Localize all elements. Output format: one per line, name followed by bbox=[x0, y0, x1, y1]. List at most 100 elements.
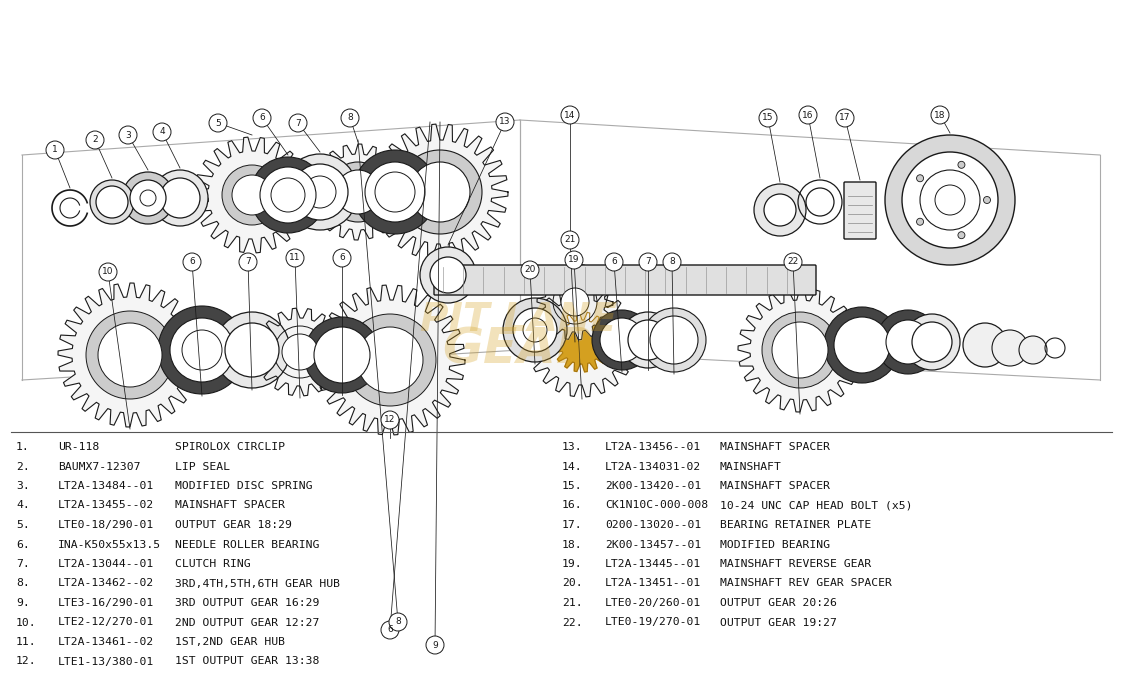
Text: MODIFIED DISC SPRING: MODIFIED DISC SPRING bbox=[175, 481, 312, 491]
Text: 18.: 18. bbox=[562, 540, 583, 549]
Polygon shape bbox=[553, 312, 612, 372]
Text: 20: 20 bbox=[524, 266, 536, 275]
Circle shape bbox=[130, 180, 166, 216]
Circle shape bbox=[1019, 336, 1047, 364]
Circle shape bbox=[95, 186, 128, 218]
Text: MAINSHAFT SPACER: MAINSHAFT SPACER bbox=[175, 500, 285, 511]
Text: 7: 7 bbox=[295, 119, 301, 128]
Text: 6: 6 bbox=[387, 626, 393, 635]
Circle shape bbox=[183, 253, 201, 271]
Text: 10: 10 bbox=[102, 268, 113, 277]
Circle shape bbox=[916, 175, 923, 181]
Text: LT2A-13445--01: LT2A-13445--01 bbox=[605, 559, 701, 569]
Text: CLUTCH RING: CLUTCH RING bbox=[175, 559, 250, 569]
Circle shape bbox=[225, 323, 279, 377]
Circle shape bbox=[398, 150, 482, 234]
Text: 21.: 21. bbox=[562, 598, 583, 608]
Circle shape bbox=[628, 320, 668, 360]
Circle shape bbox=[341, 109, 359, 127]
Circle shape bbox=[328, 162, 389, 222]
Circle shape bbox=[134, 184, 162, 212]
Text: LTE0-18/290-01: LTE0-18/290-01 bbox=[58, 520, 154, 530]
Text: 17: 17 bbox=[839, 113, 851, 123]
Circle shape bbox=[958, 232, 965, 239]
Polygon shape bbox=[537, 264, 613, 340]
Circle shape bbox=[182, 330, 222, 370]
Circle shape bbox=[99, 263, 117, 281]
Circle shape bbox=[261, 167, 316, 223]
Circle shape bbox=[763, 312, 838, 388]
Circle shape bbox=[152, 170, 208, 226]
Circle shape bbox=[496, 113, 514, 131]
Circle shape bbox=[639, 253, 657, 271]
Circle shape bbox=[759, 109, 777, 127]
Circle shape bbox=[253, 109, 271, 127]
Circle shape bbox=[86, 131, 104, 149]
Text: MAINSHAFT: MAINSHAFT bbox=[720, 462, 782, 471]
Text: 8: 8 bbox=[347, 113, 353, 123]
Text: 11.: 11. bbox=[16, 637, 37, 647]
Text: 22: 22 bbox=[787, 257, 798, 266]
Text: MAINSHAFT REVERSE GEAR: MAINSHAFT REVERSE GEAR bbox=[720, 559, 871, 569]
Text: 12: 12 bbox=[384, 415, 395, 424]
Circle shape bbox=[924, 174, 976, 226]
Circle shape bbox=[565, 251, 583, 269]
Circle shape bbox=[110, 335, 150, 375]
Circle shape bbox=[365, 162, 424, 222]
Text: MAINSHAFT SPACER: MAINSHAFT SPACER bbox=[720, 442, 830, 452]
Circle shape bbox=[158, 306, 246, 394]
Text: LT2A-13461--02: LT2A-13461--02 bbox=[58, 637, 154, 647]
Circle shape bbox=[314, 327, 369, 383]
Circle shape bbox=[90, 180, 134, 224]
Circle shape bbox=[357, 327, 423, 393]
Text: 9: 9 bbox=[432, 640, 438, 649]
FancyBboxPatch shape bbox=[433, 265, 816, 295]
Text: LT2A-13484--01: LT2A-13484--01 bbox=[58, 481, 154, 491]
Text: 6: 6 bbox=[611, 257, 617, 266]
Circle shape bbox=[562, 106, 579, 124]
Circle shape bbox=[344, 314, 436, 406]
Circle shape bbox=[410, 162, 471, 222]
Text: 15.: 15. bbox=[562, 481, 583, 491]
Circle shape bbox=[876, 310, 940, 374]
Circle shape bbox=[904, 314, 960, 370]
Text: OUTPUT GEAR 18:29: OUTPUT GEAR 18:29 bbox=[175, 520, 292, 530]
Text: LTE1-13/380-01: LTE1-13/380-01 bbox=[58, 656, 154, 667]
Circle shape bbox=[420, 172, 460, 212]
Text: UR-118: UR-118 bbox=[58, 442, 99, 452]
Text: GEAR: GEAR bbox=[441, 326, 594, 374]
Circle shape bbox=[86, 311, 174, 399]
Circle shape bbox=[592, 310, 652, 370]
Circle shape bbox=[170, 318, 234, 382]
Text: 0200-13020--01: 0200-13020--01 bbox=[605, 520, 701, 530]
Circle shape bbox=[286, 249, 304, 267]
Text: NEEDLE ROLLER BEARING: NEEDLE ROLLER BEARING bbox=[175, 540, 319, 549]
Text: 17.: 17. bbox=[562, 520, 583, 530]
Circle shape bbox=[834, 317, 891, 373]
Circle shape bbox=[375, 172, 416, 212]
Text: LTE2-12/270-01: LTE2-12/270-01 bbox=[58, 618, 154, 627]
Circle shape bbox=[650, 316, 699, 364]
Circle shape bbox=[958, 161, 965, 168]
Text: 5.: 5. bbox=[16, 520, 29, 530]
Text: 8: 8 bbox=[669, 257, 675, 266]
Circle shape bbox=[250, 157, 326, 233]
Circle shape bbox=[174, 322, 230, 378]
Text: 6: 6 bbox=[189, 257, 195, 266]
Text: 2K00-13420--01: 2K00-13420--01 bbox=[605, 481, 701, 491]
Polygon shape bbox=[738, 288, 862, 412]
Circle shape bbox=[984, 197, 990, 204]
Circle shape bbox=[334, 249, 351, 267]
Polygon shape bbox=[372, 124, 508, 260]
Polygon shape bbox=[58, 283, 202, 427]
Text: CK1N10C-000-008: CK1N10C-000-008 bbox=[605, 500, 709, 511]
Circle shape bbox=[754, 184, 806, 236]
Text: 4: 4 bbox=[159, 128, 165, 137]
Circle shape bbox=[222, 165, 282, 225]
Circle shape bbox=[824, 307, 900, 383]
Text: LT2A-13455--02: LT2A-13455--02 bbox=[58, 500, 154, 511]
Text: 6.: 6. bbox=[16, 540, 29, 549]
Text: LT2A-13456--01: LT2A-13456--01 bbox=[605, 442, 701, 452]
Circle shape bbox=[353, 150, 437, 234]
Circle shape bbox=[119, 126, 137, 144]
